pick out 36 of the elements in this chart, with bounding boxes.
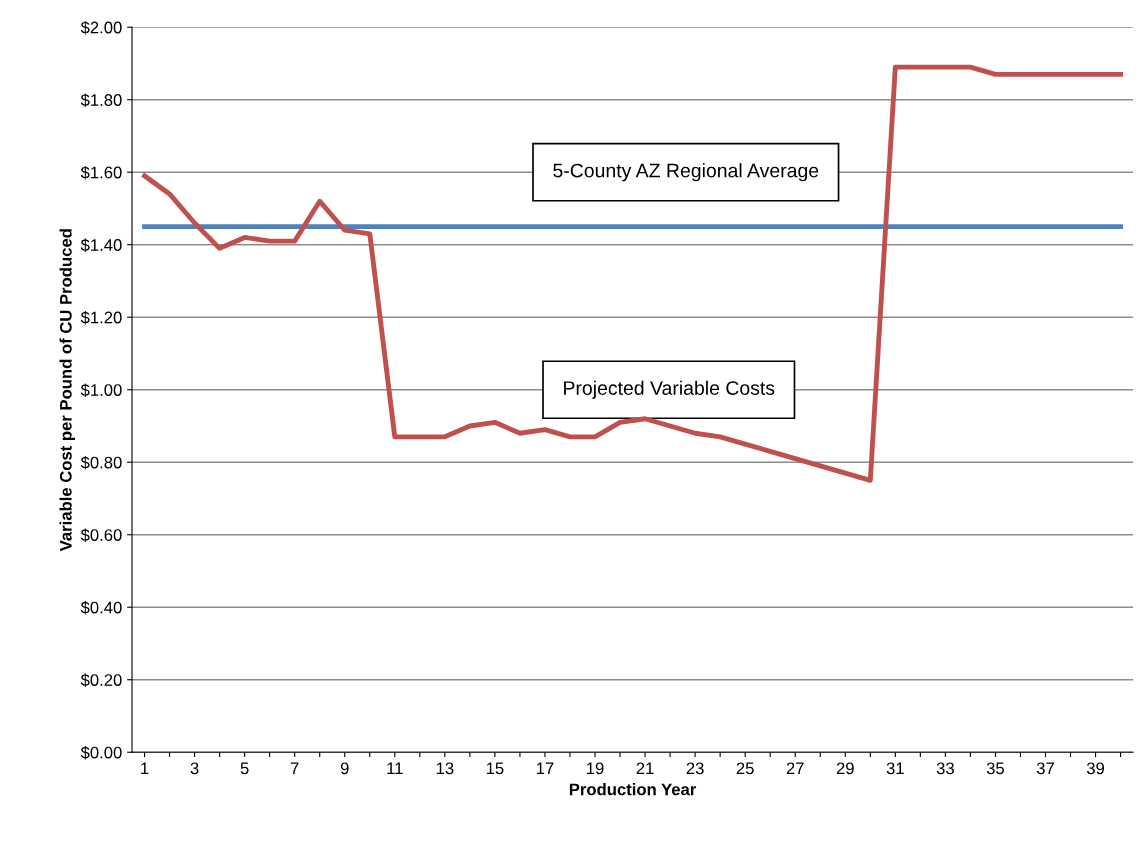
series-label: Projected Variable Costs [564, 380, 775, 399]
x-tick-label: 9 [340, 762, 349, 775]
y-tick-label: $0.00 [80, 745, 122, 760]
x-axis-title: Production Year [569, 783, 697, 796]
x-tick-label: 1 [141, 762, 149, 775]
x-tick-label: 21 [636, 762, 654, 775]
text: 5-County AZ Regional Average [553, 163, 819, 182]
x-tick-label: 25 [736, 762, 754, 775]
x-tick-label: 15 [486, 762, 504, 775]
x-tick-label: 19 [587, 762, 604, 775]
line-series [142, 64, 1123, 483]
x-tick-label: 5 [240, 762, 249, 775]
y-tick-label: $0.60 [80, 528, 122, 542]
x-tick-label: 7 [290, 762, 299, 775]
y-tick-label: $1.40 [80, 238, 122, 252]
x-tick-label: 13 [436, 762, 454, 775]
x-tick-label: 29 [836, 762, 854, 775]
y-tick-label: $1.60 [80, 165, 122, 180]
y-tick-label: $0.40 [80, 600, 122, 615]
y-tick-label: $0.20 [80, 673, 122, 687]
y-tick-label: $1.20 [80, 310, 122, 325]
y-axis-title: Variable Cost per Pound of CU Produced [59, 229, 76, 552]
y-tick-label: $1.00 [80, 383, 122, 397]
x-tick-label: 27 [786, 762, 804, 775]
x-tick-label: 11 [387, 762, 403, 775]
x-tick-label: 17 [536, 762, 554, 775]
y-tick-label: $2.00 [80, 20, 122, 35]
x-tick-label: 33 [936, 762, 954, 775]
x-tick-label: 23 [686, 762, 704, 775]
x-tick-label: 39 [1086, 762, 1105, 775]
x-tick-label: 37 [1036, 762, 1054, 775]
x-tick-label: 3 [190, 762, 199, 775]
x-tick-label: 35 [986, 762, 1004, 775]
x-tick-label: 31 [886, 762, 904, 775]
y-tick-label: $0.80 [80, 455, 122, 470]
y-tick-label: $1.80 [80, 93, 122, 107]
